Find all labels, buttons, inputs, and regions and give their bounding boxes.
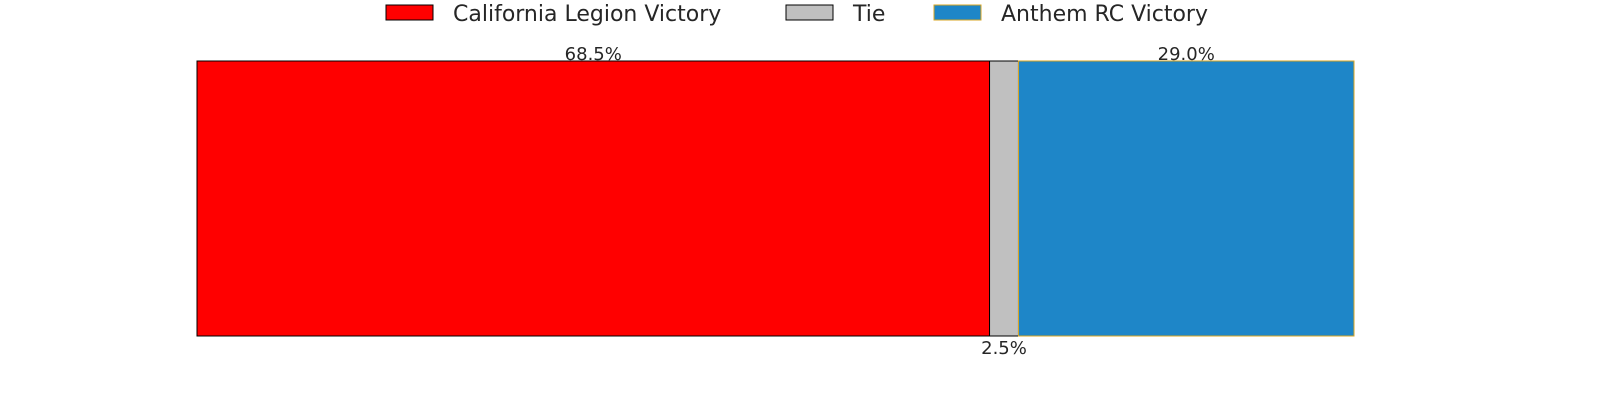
- bar-segment-1: [989, 60, 1019, 337]
- data-label-1: 2.5%: [981, 338, 1027, 359]
- legend-label-0: California Legion Victory: [453, 2, 721, 27]
- legend-label-2: Anthem RC Victory: [1001, 2, 1208, 27]
- bar-segment-0: [196, 60, 991, 337]
- data-label-2: 29.0%: [1158, 44, 1215, 65]
- legend-swatch-2: [933, 4, 982, 21]
- legend-label-1: Tie: [852, 2, 885, 27]
- legend-swatch-0: [385, 4, 434, 21]
- legend-swatch-1: [785, 4, 834, 21]
- bar-segment-2: [1017, 60, 1355, 337]
- data-label-0: 68.5%: [565, 44, 622, 65]
